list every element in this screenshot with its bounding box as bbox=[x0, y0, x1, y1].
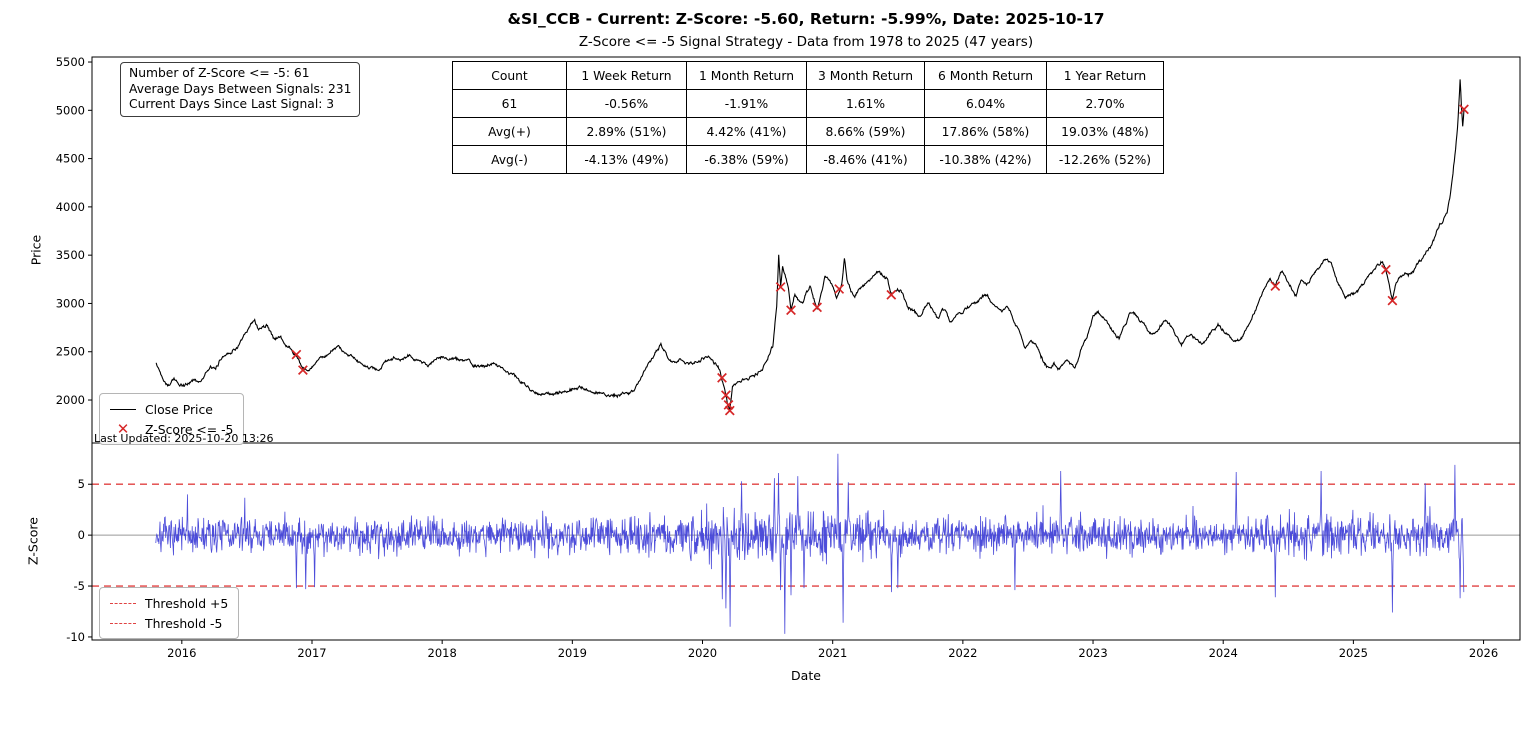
year-tick-label: 2020 bbox=[688, 646, 717, 660]
table-row: Avg(-) -4.13% (49%) -6.38% (59%) -8.46% … bbox=[452, 145, 1164, 174]
table-cell: -0.56% bbox=[566, 89, 687, 118]
signal-x-marker bbox=[297, 365, 308, 376]
legend-label-threshold-plus: Threshold +5 bbox=[145, 595, 229, 611]
signal-x-marker bbox=[1380, 264, 1391, 275]
zscore-tick-label: 0 bbox=[78, 528, 85, 542]
year-tick-label: 2019 bbox=[558, 646, 587, 660]
stats-line-count: Number of Z-Score <= -5: 61 bbox=[129, 66, 310, 80]
date-axis-label: Date bbox=[791, 668, 821, 683]
price-line-path bbox=[155, 79, 1465, 411]
table-header-cell: 1 Week Return bbox=[566, 61, 687, 90]
threshold-minus-line-icon bbox=[110, 622, 136, 624]
table-cell: Avg(-) bbox=[452, 145, 567, 174]
price-tick-label: 2500 bbox=[56, 345, 85, 359]
price-tick-label: 4000 bbox=[56, 200, 85, 214]
stats-line-avg-days: Average Days Between Signals: 231 bbox=[129, 81, 352, 96]
price-legend: Close Price ✕ Z-Score <= -5 bbox=[99, 393, 245, 445]
zscore-tick-label: 5 bbox=[78, 477, 85, 491]
zscore-legend: Threshold +5 Threshold -5 bbox=[99, 587, 240, 639]
zscore-line-path bbox=[155, 453, 1465, 634]
signal-x-marker bbox=[720, 390, 731, 401]
signal-x-marker bbox=[834, 284, 845, 294]
legend-item-close-price: Close Price bbox=[110, 399, 233, 419]
returns-table: Count 1 Week Return 1 Month Return 3 Mon… bbox=[452, 61, 1164, 174]
price-tick-label: 5000 bbox=[56, 103, 85, 117]
table-cell: -6.38% (59%) bbox=[686, 145, 807, 174]
year-tick-label: 2025 bbox=[1339, 646, 1368, 660]
table-cell: 2.70% bbox=[1046, 89, 1164, 118]
price-tick-label: 3500 bbox=[56, 248, 85, 262]
table-cell: -12.26% (52%) bbox=[1046, 145, 1164, 174]
signal-x-marker bbox=[1459, 104, 1469, 115]
zscore-panel-border bbox=[91, 442, 1521, 641]
table-header-row: Count 1 Week Return 1 Month Return 3 Mon… bbox=[452, 61, 1164, 90]
year-tick-label: 2022 bbox=[948, 646, 977, 660]
price-tick-label: 2000 bbox=[56, 393, 85, 407]
signal-x-marker bbox=[1387, 295, 1398, 306]
price-tick-label: 4500 bbox=[56, 152, 85, 166]
signal-x-marker bbox=[717, 372, 727, 383]
page-subtitle: Z-Score <= -5 Signal Strategy - Data fro… bbox=[578, 34, 1034, 50]
table-header-cell: 6 Month Return bbox=[924, 61, 1047, 90]
table-cell: 61 bbox=[452, 89, 567, 118]
signal-x-marker bbox=[786, 305, 796, 316]
table-cell: -4.13% (49%) bbox=[566, 145, 687, 174]
table-cell: -1.91% bbox=[686, 89, 807, 118]
table-cell: 8.66% (59%) bbox=[806, 117, 925, 146]
table-header-cell: 1 Year Return bbox=[1046, 61, 1164, 90]
last-updated-text: Last Updated: 2025-10-20 13:26 bbox=[94, 432, 274, 445]
stats-line-days-since: Current Days Since Last Signal: 3 bbox=[129, 97, 335, 112]
table-cell: 17.86% (58%) bbox=[924, 117, 1047, 146]
legend-item-threshold-plus: Threshold +5 bbox=[110, 593, 228, 613]
legend-item-threshold-minus: Threshold -5 bbox=[110, 613, 228, 633]
price-tick-label: 5500 bbox=[56, 55, 85, 69]
signal-x-marker bbox=[1270, 281, 1281, 292]
zscore-axis-label: Z-Score bbox=[25, 517, 41, 565]
table-cell: -8.46% (41%) bbox=[806, 145, 925, 174]
legend-item-signal: ✕ Z-Score <= -5 bbox=[110, 419, 234, 439]
signal-markers-group bbox=[291, 104, 1469, 416]
table-row: Avg(+) 2.89% (51%) 4.42% (41%) 8.66% (59… bbox=[452, 117, 1164, 146]
table-cell: 4.42% (41%) bbox=[686, 117, 807, 146]
table-cell: 6.04% bbox=[924, 89, 1047, 118]
signal-x-marker bbox=[724, 405, 735, 416]
zscore-tick-label: -5 bbox=[74, 579, 85, 593]
table-cell: -10.38% (42%) bbox=[924, 145, 1047, 174]
signal-x-marker bbox=[775, 282, 786, 292]
year-tick-label: 2024 bbox=[1209, 646, 1238, 660]
table-header-cell: 3 Month Return bbox=[806, 61, 925, 90]
table-cell: 1.61% bbox=[806, 89, 925, 118]
signal-x-icon: ✕ bbox=[116, 419, 130, 438]
table-header-cell: 1 Month Return bbox=[686, 61, 807, 90]
year-tick-label: 2018 bbox=[428, 646, 457, 660]
year-tick-label: 2017 bbox=[297, 646, 326, 660]
close-price-line-icon bbox=[110, 408, 136, 410]
year-tick-label: 2026 bbox=[1469, 646, 1498, 660]
table-row: 61 -0.56% -1.91% 1.61% 6.04% 2.70% bbox=[452, 89, 1164, 118]
legend-label-threshold-minus: Threshold -5 bbox=[145, 615, 223, 631]
legend-label-signal: Z-Score <= -5 bbox=[145, 421, 234, 437]
signal-x-marker bbox=[812, 302, 823, 313]
table-cell: Avg(+) bbox=[452, 117, 567, 146]
signal-x-marker bbox=[291, 349, 302, 360]
legend-label-close-price: Close Price bbox=[145, 401, 213, 417]
zscore-tick-label: -10 bbox=[66, 630, 85, 644]
year-tick-label: 2021 bbox=[818, 646, 847, 660]
table-cell: 19.03% (48%) bbox=[1046, 117, 1164, 146]
signal-stats-box: Number of Z-Score <= -5: 61 Average Days… bbox=[120, 62, 361, 117]
table-header-cell: Count bbox=[452, 61, 567, 90]
page-title: &SI_CCB - Current: Z-Score: -5.60, Retur… bbox=[507, 10, 1105, 28]
table-cell: 2.89% (51%) bbox=[566, 117, 687, 146]
price-tick-label: 3000 bbox=[56, 296, 85, 310]
threshold-plus-line-icon bbox=[110, 602, 136, 604]
signal-x-marker bbox=[723, 399, 734, 410]
year-tick-label: 2023 bbox=[1078, 646, 1107, 660]
price-axis-label: Price bbox=[28, 234, 44, 266]
year-tick-label: 2016 bbox=[167, 646, 196, 660]
signal-x-marker bbox=[886, 289, 897, 300]
